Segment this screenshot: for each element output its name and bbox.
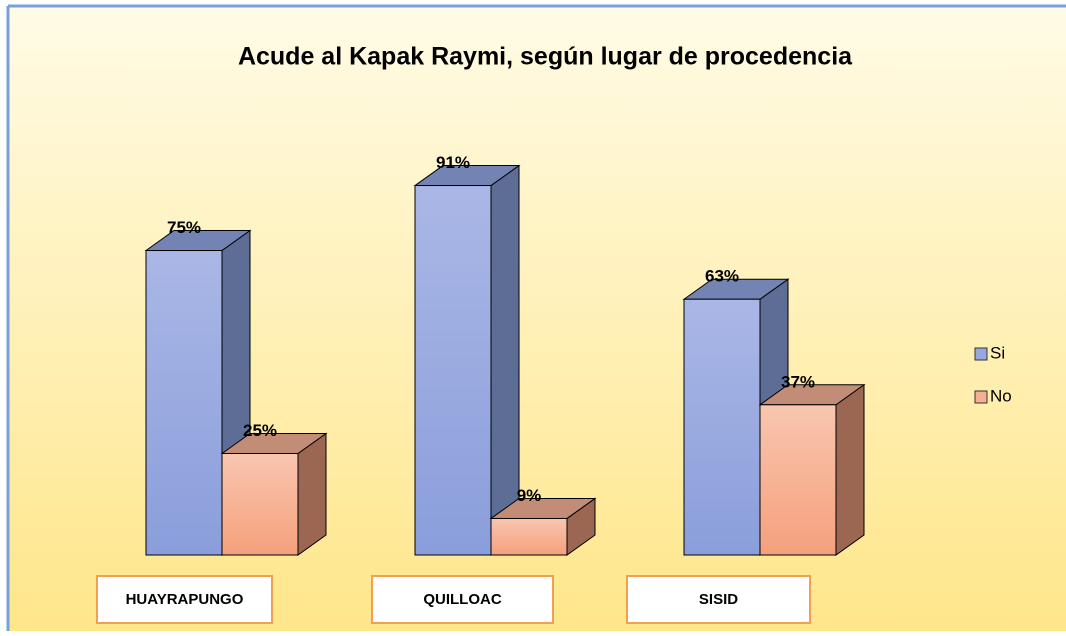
category-box [371, 575, 554, 624]
category-box [626, 575, 811, 624]
bar [758, 383, 866, 556]
legend-label: No [990, 386, 1012, 405]
data-label: 75% [167, 218, 201, 237]
bar-front [490, 517, 568, 556]
bar [489, 497, 597, 556]
bar-side [835, 383, 865, 556]
category-box [96, 575, 273, 624]
chart-title: Acude al Kapak Raymi, según lugar de pro… [238, 43, 853, 71]
bar-front [683, 298, 761, 556]
legend-swatch [974, 390, 988, 404]
bar [220, 432, 328, 556]
data-label: 25% [243, 421, 277, 440]
bar-front [221, 453, 299, 556]
data-label: 63% [705, 267, 739, 286]
bar-front [145, 250, 223, 556]
bar-side [297, 432, 327, 556]
bar-front [414, 185, 492, 556]
bar [144, 229, 252, 556]
data-label: 9% [517, 486, 542, 505]
x-tick-label: QUILLOAC [423, 591, 501, 608]
legend-label: Si [990, 343, 1005, 362]
legend-swatch [974, 347, 988, 361]
data-label: 91% [436, 153, 470, 172]
x-tick-label: HUAYRAPUNGO [126, 591, 244, 608]
bar [413, 164, 521, 556]
bar-front [759, 404, 837, 556]
x-tick-label: SISID [699, 591, 738, 608]
data-label: 37% [781, 372, 815, 391]
bar-side [490, 164, 520, 556]
